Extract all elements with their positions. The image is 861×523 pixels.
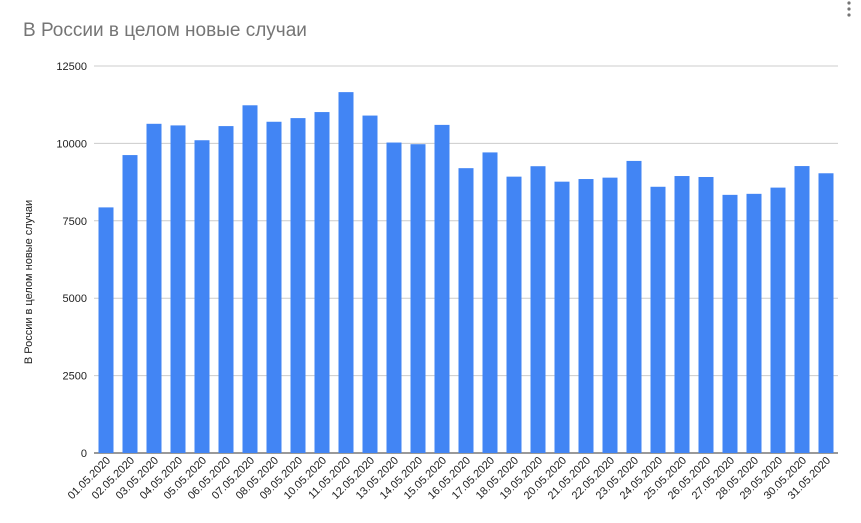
more-vert-icon[interactable]	[842, 0, 856, 20]
chart-title: В России в целом новые случаи	[23, 20, 307, 41]
y-tick-label: 0	[81, 448, 87, 460]
bar[interactable]	[122, 155, 138, 454]
bar[interactable]	[290, 118, 306, 453]
y-tick-labels: 0 2500 5000 7500 10000 12500	[56, 61, 87, 460]
bar[interactable]	[794, 166, 810, 453]
bar[interactable]	[482, 152, 498, 453]
y-tick-label: 12500	[56, 61, 87, 73]
bar[interactable]	[722, 194, 738, 453]
bar[interactable]	[770, 187, 786, 453]
y-tick-label: 10000	[56, 138, 87, 150]
bar[interactable]	[698, 176, 714, 454]
bar[interactable]	[146, 123, 162, 454]
bar[interactable]	[410, 144, 426, 453]
y-tick-label: 7500	[63, 216, 87, 228]
y-axis-label: В России в целом новые случаи	[23, 200, 35, 364]
bar[interactable]	[194, 140, 210, 454]
bar[interactable]	[362, 115, 378, 454]
bar[interactable]	[434, 124, 450, 453]
bar[interactable]	[746, 193, 762, 453]
bar[interactable]	[818, 173, 834, 453]
bar[interactable]	[674, 176, 690, 453]
bar[interactable]	[602, 177, 618, 453]
bar[interactable]	[554, 181, 570, 453]
bar[interactable]	[266, 121, 282, 453]
bar[interactable]	[650, 186, 666, 453]
bar[interactable]	[626, 160, 642, 454]
bar[interactable]	[458, 168, 474, 453]
bar[interactable]	[242, 105, 258, 453]
y-tick-label: 2500	[63, 371, 87, 383]
bar[interactable]	[578, 179, 594, 453]
y-tick-label: 5000	[63, 293, 87, 305]
bar[interactable]	[314, 112, 330, 453]
bar[interactable]	[98, 207, 114, 453]
x-tick-labels: 01.05.202002.05.202003.05.202004.05.2020…	[66, 455, 833, 502]
bar[interactable]	[530, 166, 546, 453]
bar[interactable]	[506, 176, 522, 453]
bar[interactable]	[218, 126, 234, 454]
bar[interactable]	[170, 125, 186, 454]
bar[interactable]	[386, 142, 402, 453]
bars	[98, 92, 834, 454]
bar[interactable]	[338, 92, 354, 453]
